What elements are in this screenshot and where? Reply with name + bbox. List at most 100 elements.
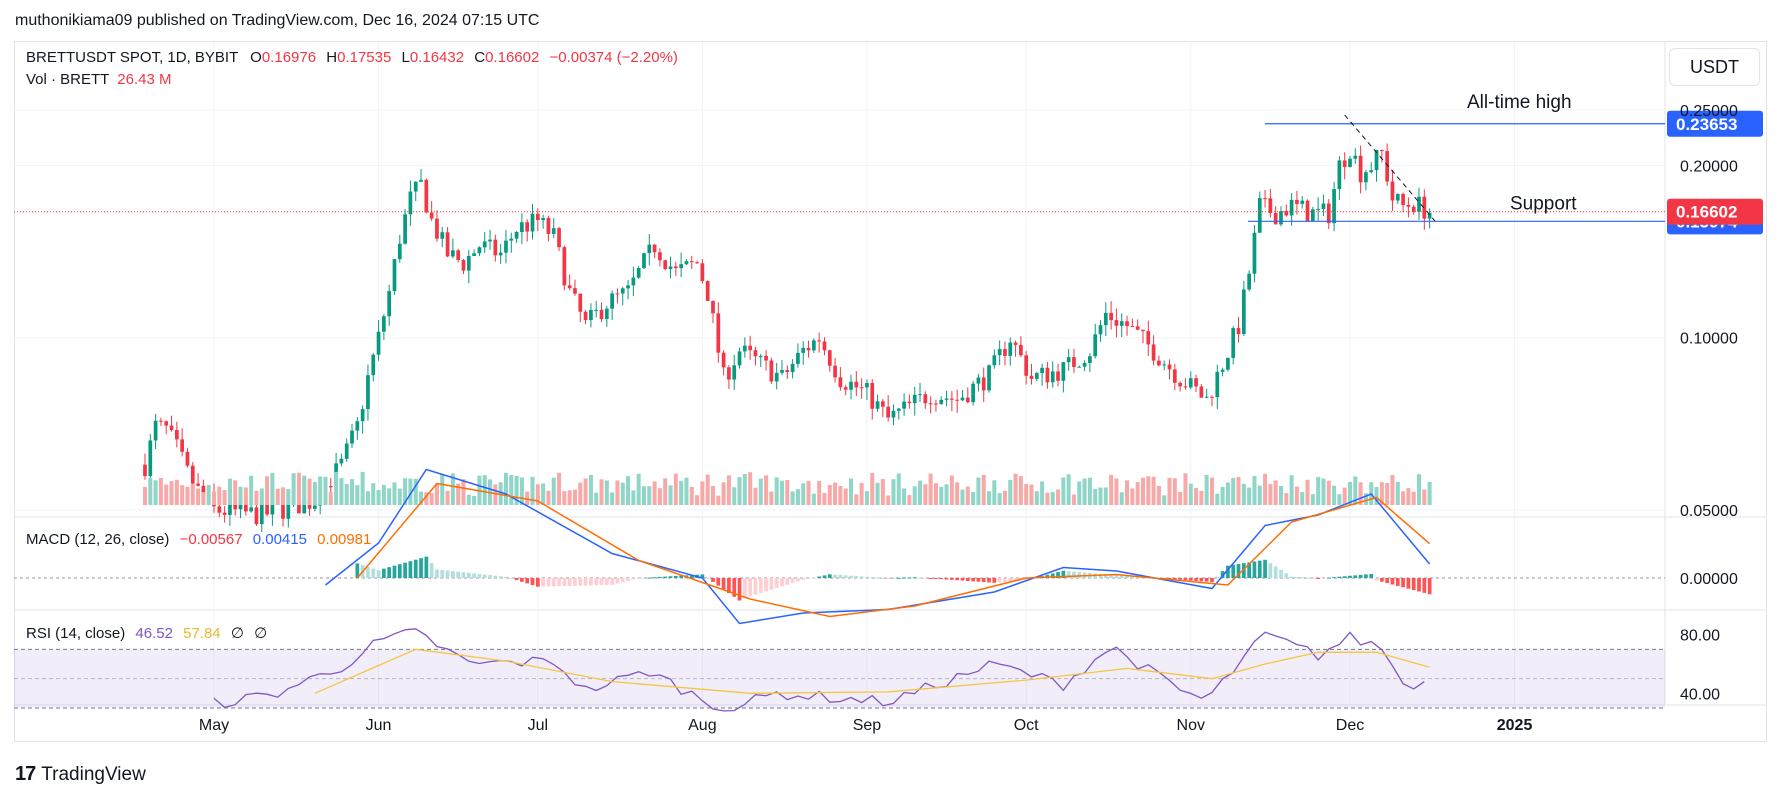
volume-bar bbox=[233, 480, 238, 505]
macd-hist-bar bbox=[610, 578, 614, 585]
macd-hist-bar bbox=[642, 577, 646, 579]
candle-body bbox=[705, 281, 710, 301]
candle-body bbox=[716, 313, 721, 353]
macd-hist-bar bbox=[827, 574, 832, 578]
level-label-1: Support bbox=[1510, 193, 1577, 214]
candle-body bbox=[1348, 158, 1352, 167]
macd-hist-bar bbox=[493, 575, 498, 578]
volume-bar bbox=[334, 471, 339, 505]
volume-bar bbox=[498, 482, 503, 505]
candle-body bbox=[1252, 232, 1257, 274]
candle-body bbox=[445, 232, 450, 257]
volume-bar bbox=[1395, 481, 1400, 505]
candle-body bbox=[1157, 360, 1161, 366]
currency-button[interactable]: USDT bbox=[1669, 48, 1760, 86]
open-value: 0.16976 bbox=[261, 49, 317, 66]
macd-hist-bar bbox=[1125, 575, 1129, 578]
candles-group bbox=[143, 143, 1432, 533]
candle-body bbox=[169, 425, 174, 431]
volume-bar bbox=[265, 476, 270, 505]
volume-bar bbox=[190, 483, 195, 505]
volume-bar bbox=[1077, 481, 1082, 505]
level-tag-0 bbox=[1667, 110, 1763, 137]
candle-body bbox=[530, 213, 535, 232]
macd-hist-bar bbox=[1427, 578, 1432, 595]
rsi-ma-line bbox=[314, 648, 1430, 694]
candle-body bbox=[1109, 312, 1113, 321]
candle-body bbox=[636, 268, 641, 278]
macd-hist-bar bbox=[445, 570, 450, 578]
volume-bar bbox=[1109, 474, 1114, 505]
volume-bar bbox=[493, 484, 498, 505]
volume-bar bbox=[318, 476, 323, 505]
volume-bar bbox=[965, 486, 970, 505]
candle-body bbox=[881, 401, 885, 407]
volume-bar bbox=[976, 477, 981, 505]
volume-bar bbox=[1103, 487, 1108, 505]
volume-bar bbox=[424, 492, 429, 505]
tradingview-logo[interactable]: 17 TradingView bbox=[15, 763, 146, 786]
macd-hist-bar bbox=[604, 578, 609, 586]
volume-bar bbox=[902, 488, 907, 505]
volume-bar bbox=[960, 489, 965, 505]
volume-bar bbox=[1241, 483, 1246, 505]
macd-hist-bar bbox=[1061, 570, 1066, 578]
rsi-extra-2: ∅ bbox=[254, 625, 268, 642]
volume-bar bbox=[1151, 476, 1156, 505]
volume-bar bbox=[403, 478, 408, 505]
macd-hist-bar bbox=[1167, 578, 1172, 579]
volume-bar bbox=[567, 490, 572, 505]
candle-body bbox=[360, 409, 365, 422]
macd-hist-bar bbox=[440, 569, 445, 578]
macd-hist-bar bbox=[1332, 577, 1336, 579]
tradingview-logo-mark: 17 bbox=[15, 763, 36, 785]
candle-body bbox=[817, 340, 822, 342]
candle-body bbox=[387, 291, 392, 317]
macd-hist-bar bbox=[1385, 578, 1390, 584]
candle-body bbox=[1019, 344, 1023, 356]
volume-bar bbox=[376, 489, 381, 505]
candle-body bbox=[551, 228, 556, 234]
candle-body bbox=[520, 222, 524, 233]
candle-body bbox=[1220, 369, 1225, 372]
volume-bar bbox=[243, 487, 248, 505]
volume-bar bbox=[1018, 476, 1023, 505]
macd-hist-bar bbox=[482, 574, 487, 578]
volume-bar bbox=[1045, 492, 1050, 505]
high-value: 0.17535 bbox=[337, 49, 392, 66]
candle-body bbox=[1204, 396, 1209, 398]
candle-body bbox=[684, 261, 689, 265]
low-value: 0.16432 bbox=[409, 49, 465, 66]
volume-bar bbox=[355, 485, 360, 505]
macd-hist-bar bbox=[1103, 574, 1108, 578]
volume-bar bbox=[721, 482, 726, 505]
candle-body bbox=[1379, 150, 1384, 152]
volume-bar bbox=[631, 490, 636, 505]
macd-hist-bar bbox=[1210, 578, 1214, 582]
price-tick-1: 0.20000 bbox=[1680, 158, 1738, 175]
macd-hist-bar bbox=[403, 562, 407, 578]
macd-hist-bar bbox=[1257, 560, 1262, 578]
macd-hist-bar bbox=[673, 575, 678, 578]
chart-frame bbox=[14, 41, 1767, 742]
candle-body bbox=[148, 440, 153, 477]
macd-hist-bar bbox=[387, 567, 392, 578]
candle-body bbox=[647, 244, 652, 254]
macd-hist-bar bbox=[530, 578, 535, 586]
macd-line-value: 0.00415 bbox=[252, 531, 307, 548]
macd-hist-bar bbox=[413, 559, 418, 578]
macd-hist-bar bbox=[705, 578, 710, 579]
candle-body bbox=[1369, 170, 1374, 173]
volume-bar bbox=[870, 472, 875, 505]
volume-bar bbox=[572, 489, 577, 505]
macd-hist-bar bbox=[1417, 578, 1421, 592]
volume-bar bbox=[928, 473, 933, 505]
candle-body bbox=[429, 212, 434, 219]
macd-hist-bar bbox=[742, 578, 747, 599]
candle-body bbox=[1342, 160, 1347, 167]
macd-hist-bar bbox=[1263, 559, 1267, 578]
candle-body bbox=[1210, 396, 1214, 398]
macd-hist-bar bbox=[1220, 571, 1225, 578]
candle-body bbox=[1316, 209, 1321, 211]
